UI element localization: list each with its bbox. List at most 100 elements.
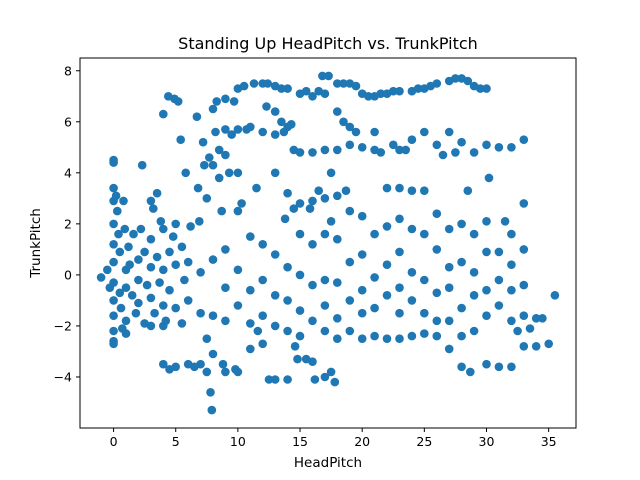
- data-point: [345, 122, 355, 132]
- data-point: [246, 232, 255, 241]
- data-point: [466, 367, 475, 377]
- data-point: [109, 158, 118, 167]
- data-point: [432, 316, 442, 326]
- data-point: [326, 168, 336, 178]
- data-point: [121, 329, 131, 338]
- data-point: [221, 94, 230, 104]
- data-point: [140, 247, 149, 257]
- data-point: [482, 311, 491, 321]
- data-point: [308, 196, 317, 206]
- data-point: [305, 204, 315, 213]
- data-point: [407, 224, 417, 234]
- data-point: [482, 359, 491, 369]
- data-point: [125, 260, 134, 270]
- data-point: [525, 324, 535, 333]
- y-tick-label: 0: [64, 267, 72, 282]
- data-point: [290, 342, 300, 351]
- data-point: [320, 89, 330, 98]
- data-point: [221, 150, 230, 160]
- data-point: [196, 359, 205, 369]
- x-tick-label: 20: [354, 434, 370, 449]
- data-point: [444, 224, 454, 234]
- data-point: [177, 319, 187, 328]
- y-axis-ticks: −4 −2 0 2 4 6 8: [54, 63, 80, 384]
- data-point: [150, 308, 159, 318]
- data-point: [109, 240, 118, 249]
- x-tick-label: 5: [172, 434, 180, 449]
- data-point: [519, 199, 529, 208]
- data-point: [444, 344, 454, 354]
- x-axis-ticks: 0 5 10 15 20 25 30 35: [110, 428, 557, 449]
- data-point: [177, 242, 187, 252]
- chart-title: Standing Up HeadPitch vs. TrunkPitch: [178, 34, 478, 53]
- data-point: [333, 234, 342, 244]
- data-point: [295, 306, 305, 315]
- data-point: [507, 316, 516, 326]
- data-point: [463, 186, 473, 195]
- data-point: [401, 145, 411, 155]
- data-point: [208, 160, 218, 170]
- data-point: [420, 275, 429, 285]
- data-point: [258, 240, 268, 249]
- data-point: [484, 173, 494, 183]
- y-tick-label: 6: [64, 114, 72, 129]
- data-point: [444, 283, 454, 293]
- data-point: [114, 229, 123, 239]
- data-point: [270, 250, 280, 259]
- data-point: [339, 79, 348, 88]
- data-point: [195, 217, 204, 226]
- data-point: [227, 130, 236, 139]
- data-point: [221, 245, 230, 254]
- data-point: [171, 260, 180, 270]
- data-point: [109, 326, 118, 336]
- data-point: [142, 280, 152, 290]
- data-point: [136, 224, 146, 234]
- data-point: [333, 145, 342, 155]
- data-point: [295, 229, 305, 239]
- data-point: [200, 160, 209, 170]
- data-point: [457, 257, 466, 267]
- data-point: [395, 283, 404, 293]
- data-point: [333, 191, 342, 201]
- data-point: [252, 183, 261, 193]
- y-tick-label: −4: [54, 369, 72, 384]
- data-point: [320, 326, 330, 336]
- data-point: [382, 222, 392, 231]
- data-point: [376, 89, 386, 98]
- data-point: [206, 388, 215, 397]
- data-point: [233, 301, 243, 310]
- data-point: [395, 86, 404, 96]
- data-point: [308, 92, 317, 101]
- x-axis-label: HeadPitch: [294, 455, 362, 471]
- data-point: [320, 301, 330, 310]
- data-point: [295, 148, 305, 157]
- data-point: [451, 74, 460, 83]
- data-point: [320, 194, 330, 203]
- data-point: [134, 255, 143, 264]
- data-point: [233, 206, 243, 216]
- data-point: [121, 283, 131, 293]
- data-point: [146, 196, 156, 206]
- data-point: [544, 339, 553, 349]
- data-point: [420, 308, 429, 318]
- data-point: [395, 334, 404, 344]
- data-point: [494, 275, 504, 285]
- data-point: [341, 186, 351, 195]
- data-point: [432, 79, 442, 88]
- data-points: [96, 71, 560, 415]
- data-point: [395, 214, 404, 224]
- y-tick-label: −2: [54, 318, 72, 333]
- data-point: [345, 296, 355, 305]
- data-point: [308, 357, 317, 367]
- data-point: [295, 331, 305, 341]
- data-point: [270, 168, 280, 178]
- data-point: [270, 321, 280, 331]
- data-point: [258, 275, 268, 285]
- data-point: [500, 217, 510, 226]
- data-point: [218, 359, 228, 369]
- data-point: [152, 188, 162, 198]
- data-point: [156, 217, 166, 226]
- data-point: [129, 229, 138, 239]
- data-point: [389, 140, 398, 150]
